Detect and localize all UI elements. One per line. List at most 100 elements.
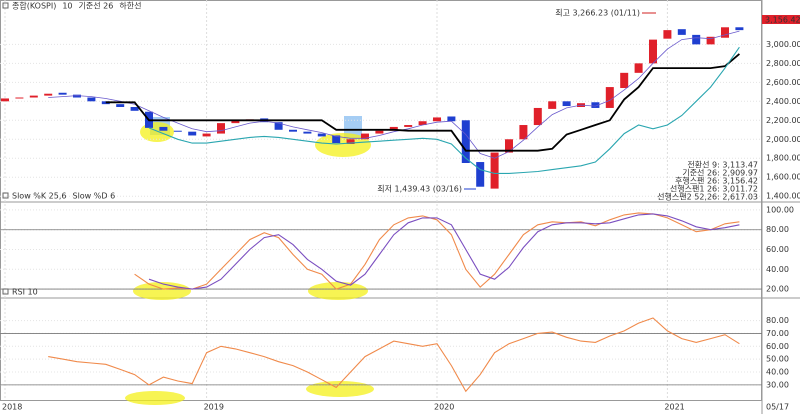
candle [634,63,643,73]
legend-label: 10 [62,2,72,11]
y-tick-label: 2,000.00 [766,135,800,144]
note: 후행스팬 26: 3,156.42 [675,176,758,186]
candle [15,97,24,99]
candle [476,162,485,187]
panel-icon [2,288,9,295]
candle [231,120,240,124]
y-tick-label: 80.00 [766,225,789,234]
panel-icon [2,2,9,9]
candle [533,107,542,126]
last-price-label: 3,156.42 [765,16,800,25]
candle [303,131,312,134]
candle [58,92,67,95]
candle [649,39,657,64]
candle [505,139,513,153]
y-tick-label: 80.00 [766,316,789,325]
candle [605,87,614,108]
candle [188,131,197,136]
legend-label: 기준선 26 [79,2,114,11]
y-tick-label: 60.00 [766,245,789,254]
y-tick-label: 50.00 [766,355,789,364]
y-tick-label: 60.00 [766,342,789,351]
candle [202,133,211,137]
candle [461,120,470,163]
candle [1,98,9,102]
y-tick-label: 2,800.00 [766,59,800,68]
highlight-ellipse [308,282,368,300]
y-tick-label: 1,800.00 [766,154,800,163]
legend-label: Slow %K 25,6 [12,192,66,201]
candle [447,116,456,122]
note: 선행스팬2 52,26: 2,617.03 [657,192,758,202]
x-tick-label: 2018 [2,403,22,412]
y-tick-label: 20.00 [766,285,789,294]
candle [519,125,528,140]
candle [620,72,629,89]
series-line [134,212,740,290]
y-tick-label: 2,200.00 [766,116,800,125]
x-end-label: 05/17 [766,403,789,412]
candle [490,152,499,189]
candle [116,104,125,107]
candle [389,126,398,131]
candle [87,97,96,102]
highlight-ellipse [133,282,191,300]
y-tick-label: 1,600.00 [766,173,800,182]
note: 선행스팬1 26: 3,011.72 [670,184,758,194]
candle [721,27,729,38]
candle [130,107,139,111]
series-line [48,317,740,393]
candle [44,93,53,96]
candle [735,27,744,31]
note: 전환선 9: 3,113.47 [687,160,758,170]
y-tick-label: 3,000.00 [766,40,800,49]
candle [217,123,225,134]
candle [562,101,571,107]
candle [591,102,600,108]
legend-label: 하한선 [119,1,141,11]
legend-label: Slow %D 6 [72,192,115,201]
candle [317,133,326,137]
high-note: 최고 3,266.23 (01/11) [555,8,640,18]
candle [663,30,672,39]
candle [332,135,341,144]
candle [375,130,384,134]
candle [433,117,441,122]
last-price-box [762,15,800,24]
candle [418,121,427,126]
x-tick-label: 2019 [204,403,224,412]
series-line [48,30,740,159]
y-tick-label: 70.00 [766,329,789,338]
y-tick-label: 100.00 [766,205,794,214]
highlight-ellipse [125,391,185,405]
candle [706,36,715,45]
y-tick-label: 1,400.00 [766,192,800,201]
candle [289,129,297,132]
candle [274,122,283,130]
series-line [148,213,740,290]
y-tick-label: 2,400.00 [766,97,800,106]
y-tick-label: 40.00 [766,368,789,377]
candle [29,95,38,98]
y-tick-label: 30.00 [766,380,789,389]
chart-title: 종합(KOSPI) [12,2,56,11]
x-tick-label: 2021 [664,403,684,412]
candle [159,126,168,131]
panel-icon [2,192,9,199]
candle [173,130,182,132]
candle [677,29,686,35]
candle [692,34,701,45]
series-line [105,53,740,152]
candle [404,125,413,127]
note: 기준선 26: 2,909.97 [682,169,758,178]
legend-label: RSI 10 [12,288,38,297]
y-tick-label: 2,600.00 [766,78,800,87]
candle [361,133,369,140]
candle [346,139,355,145]
series-line [148,46,740,174]
candle [548,101,557,109]
candle [73,94,81,98]
y-tick-label: 40.00 [766,265,789,274]
